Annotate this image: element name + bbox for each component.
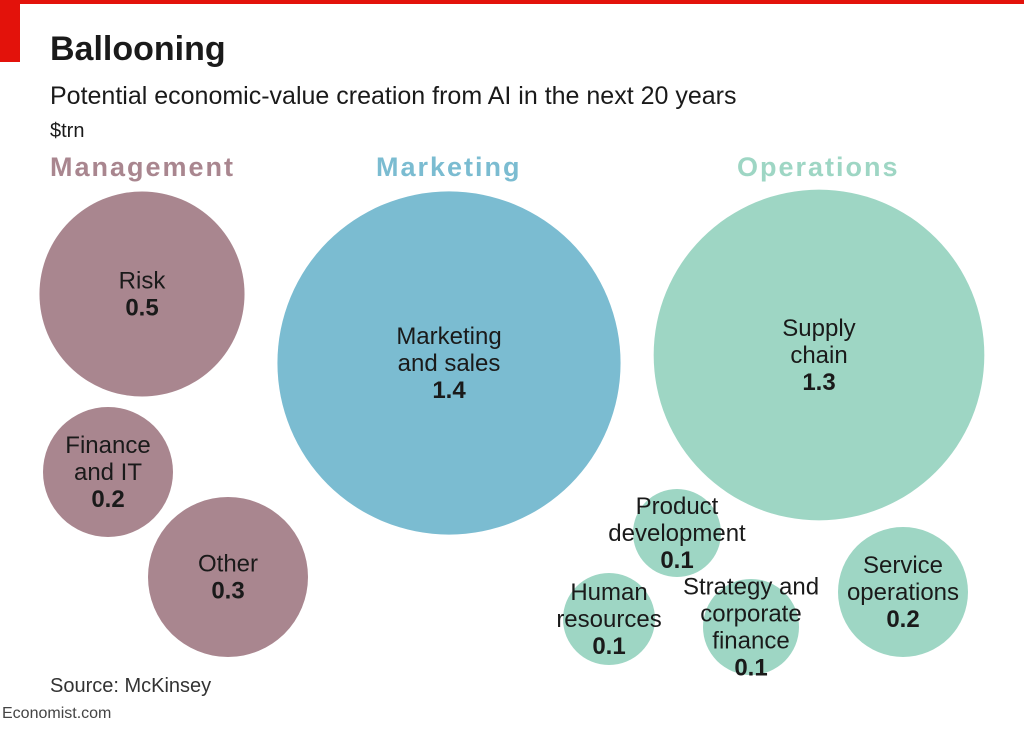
red-corner-tag <box>0 0 20 62</box>
bubble-strategy-and-corporate-finance <box>703 579 799 675</box>
category-label-management: Management <box>50 152 236 182</box>
bubble-supply-chain <box>653 189 985 521</box>
bubble-human-resources <box>563 573 655 665</box>
chart-title: Ballooning <box>50 30 226 68</box>
source-note: Source: McKinsey <box>50 675 212 697</box>
bubble-value-product-development: 0.1 <box>660 547 693 574</box>
bubble-value-service-operations: 0.2 <box>886 606 919 633</box>
category-label-operations: Operations <box>737 152 900 182</box>
bubble-label-other: Other <box>198 551 258 578</box>
chart-unit: $trn <box>50 120 85 142</box>
bubble-label-marketing-and-sales: Marketing and sales <box>396 323 501 377</box>
bubble-value-finance-and-it: 0.2 <box>91 486 124 513</box>
bubble-value-other: 0.3 <box>211 578 244 605</box>
chart-subtitle: Potential economic-value creation from A… <box>50 82 737 110</box>
bubble-label-human-resources: Human resources <box>556 579 661 633</box>
bubble-label-risk: Risk <box>119 268 167 295</box>
brand-mark: Economist.com <box>2 705 112 722</box>
bubble-value-risk: 0.5 <box>125 295 158 322</box>
bubble-finance-and-it <box>43 407 173 537</box>
bubble-product-development <box>633 489 721 577</box>
bubble-value-supply-chain: 1.3 <box>802 369 835 396</box>
bubble-label-product-development: Product development <box>608 493 746 547</box>
top-red-rule <box>0 0 1024 4</box>
bubble-label-finance-and-it: Finance and IT <box>65 432 150 486</box>
bubble-label-strategy-and-corporate-finance: Strategy and corporate finance <box>683 574 819 655</box>
bubble-label-supply-chain: Supply chain <box>782 315 855 369</box>
bubble-value-human-resources: 0.1 <box>592 633 625 660</box>
category-label-marketing: Marketing <box>376 152 522 182</box>
bubble-label-service-operations: Service operations <box>847 552 959 606</box>
bubble-value-marketing-and-sales: 1.4 <box>432 377 466 404</box>
bubble-risk <box>39 191 245 397</box>
bubble-value-strategy-and-corporate-finance: 0.1 <box>734 655 767 682</box>
bubble-marketing-and-sales <box>277 191 621 535</box>
bubble-other <box>148 497 308 657</box>
bubble-service-operations <box>838 527 968 657</box>
